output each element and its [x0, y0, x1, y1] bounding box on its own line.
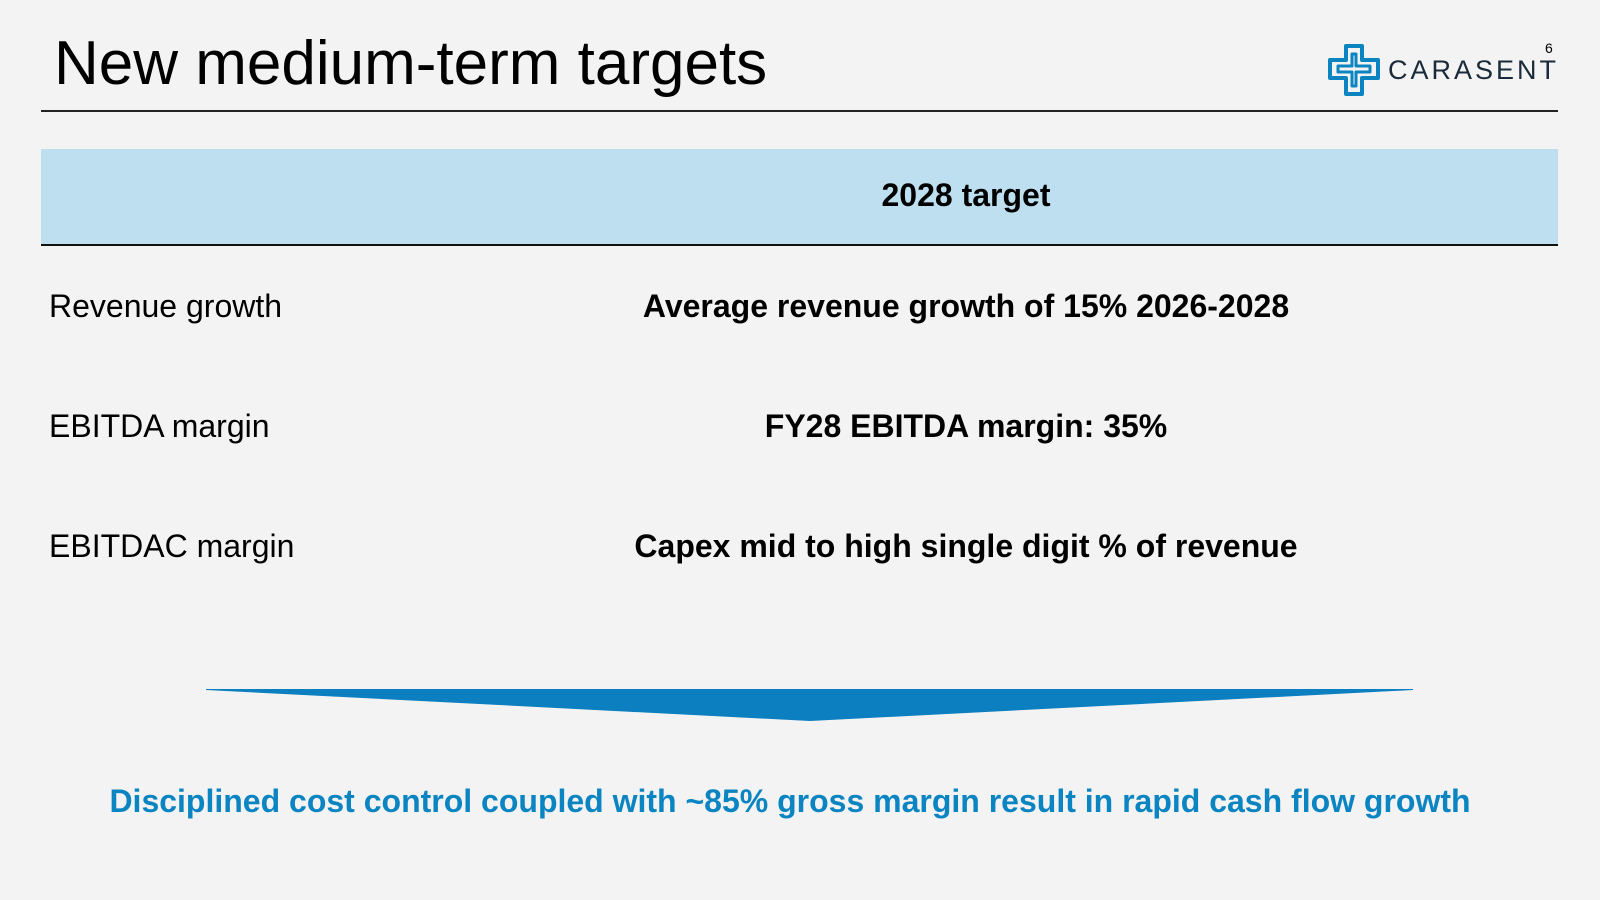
row-target: Capex mid to high single digit % of reve… [634, 528, 1298, 564]
conclusion: Disciplined cost control coupled with ~8… [109, 783, 1471, 819]
logo-text: CARASENT [1388, 55, 1560, 85]
row-label: Revenue growth [49, 288, 283, 324]
column-header: 2028 target [881, 177, 1051, 213]
page-number: 6 [1545, 40, 1553, 56]
table-header-band [41, 149, 1558, 246]
row-label: EBITDA margin [49, 408, 270, 444]
row-label: EBITDAC margin [49, 528, 295, 564]
slide-title: New medium-term targets [54, 29, 768, 98]
row-target: Average revenue growth of 15% 2026-2028 [642, 288, 1290, 324]
logo-icon [1328, 44, 1380, 96]
title-rule [41, 110, 1558, 112]
row-target: FY28 EBITDA margin: 35% [764, 408, 1168, 444]
arrow [206, 689, 1413, 721]
